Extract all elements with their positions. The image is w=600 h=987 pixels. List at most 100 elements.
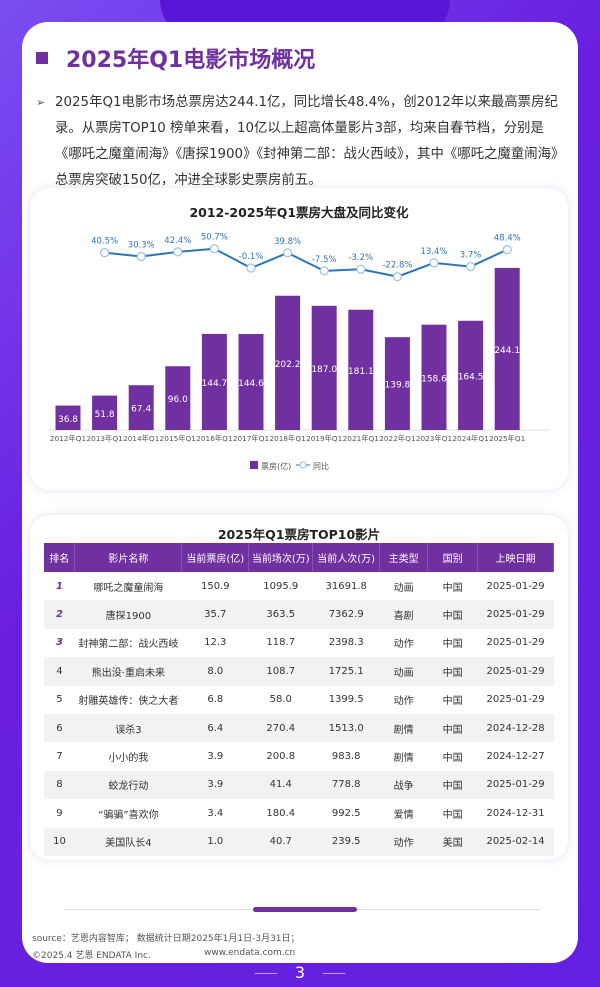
bar xyxy=(348,309,374,430)
table-cell: 中国 xyxy=(442,809,463,821)
yoy-label: 13.4% xyxy=(420,247,447,257)
legend-bar-label: 票房(亿) xyxy=(261,461,291,471)
table-cell: 3.4 xyxy=(207,807,224,819)
bar xyxy=(384,337,410,430)
table-cell: 喜剧 xyxy=(379,600,428,629)
legend-bar-swatch xyxy=(250,461,258,469)
x-tick-label: 2013年Q1 xyxy=(86,434,122,443)
column-header: 当前人次(万) xyxy=(312,543,381,572)
table-cell: 美国 xyxy=(427,827,478,856)
table-cell: 2025-01-29 xyxy=(477,770,554,800)
x-tick-label: 2014年Q1 xyxy=(123,434,159,443)
table-cell: 动画 xyxy=(393,582,414,594)
yoy-point xyxy=(283,248,293,258)
rank-cell: 2 xyxy=(44,600,75,629)
bar xyxy=(421,324,447,430)
page-number-text: 3 xyxy=(294,963,306,982)
rank-cell: 10 xyxy=(44,827,75,856)
yoy-label: 40.5% xyxy=(91,237,118,247)
x-tick-label: 2018年Q1 xyxy=(269,434,305,443)
bar xyxy=(92,395,118,430)
table-row: 3 封神第二部：战火西岐 12.3 118.7 2398.3 动作 中国 2025-01-29 xyxy=(44,629,554,657)
yoy-point xyxy=(209,244,219,254)
table-cell: 中国 xyxy=(427,713,478,743)
bar-value-label: 187.0 xyxy=(311,365,337,375)
table-cell: 美国队长4 xyxy=(74,827,182,856)
table-cell: 2025-01-29 xyxy=(486,637,545,649)
table-cell: 中国 xyxy=(442,582,463,594)
yoy-point xyxy=(356,264,366,274)
table-cell: 封神第二部：战火西岐 xyxy=(78,639,179,651)
table-cell: 战争 xyxy=(379,770,428,800)
bar xyxy=(55,405,81,430)
source-note: source：艺恩内容智库； 数据统计日期2025年1月1日-3月31日； xyxy=(32,934,300,944)
chart-title: 2012-2025年Q1票房大盘及同比变化 xyxy=(189,205,409,220)
bar xyxy=(458,320,484,430)
table-row: 8 蛟龙行动 3.9 41.4 778.8 战争 中国 2025-01-29 xyxy=(44,770,554,800)
x-tick-label: 2016年Q1 xyxy=(196,434,232,443)
arrow-bullet-icon: ➢ xyxy=(36,96,46,109)
bar xyxy=(494,267,520,430)
rank-cell: 9 xyxy=(56,807,63,819)
table-cell: 唐探1900 xyxy=(74,600,182,629)
x-tick-label: 2017年Q1 xyxy=(233,434,269,443)
table-cell: 150.9 xyxy=(200,580,230,592)
bar xyxy=(275,295,301,430)
table-cell: 误杀3 xyxy=(74,713,182,743)
table-cell: 哪吒之魔童闹海 xyxy=(93,582,164,594)
table-cell: 7362.9 xyxy=(312,600,380,629)
table-cell: 中国 xyxy=(427,770,478,800)
table-cell: 1513.0 xyxy=(312,713,380,743)
rank-cell: 3 xyxy=(56,637,63,649)
yoy-label: 39.8% xyxy=(274,237,301,247)
yoy-label: -0.1% xyxy=(239,252,264,262)
table-cell: 239.5 xyxy=(312,827,380,856)
x-tick-label: 2015年Q1 xyxy=(160,434,196,443)
table-row: 2 唐探1900 35.7 363.5 7362.9 喜剧 中国 2025-01-29 xyxy=(44,600,554,629)
table-row: 7 小小的我 3.9 200.8 983.8 剧情 中国 2024-12-27 xyxy=(44,742,554,770)
legend-line-label: 同比 xyxy=(313,461,329,471)
table-cell: 中国 xyxy=(442,696,463,708)
bar xyxy=(201,333,227,430)
yoy-label: 3.7% xyxy=(460,251,482,261)
yoy-point xyxy=(429,258,439,268)
table-cell: 动作 xyxy=(379,827,428,856)
page-number: 3 xyxy=(0,963,600,982)
yoy-label: 48.4% xyxy=(494,234,521,244)
bar xyxy=(128,385,154,430)
website-link[interactable]: www.endata.com.cn xyxy=(204,948,296,958)
copyright: ©2025.4 艺恩 ENDATA Inc. xyxy=(32,951,151,961)
table-cell: 2025-02-14 xyxy=(477,827,554,856)
table-row: 6 误杀3 6.4 270.4 1513.0 剧情 中国 2024-12-28 xyxy=(44,713,554,743)
legend-line-marker xyxy=(299,461,307,469)
column-header: 影片名称 xyxy=(74,543,183,572)
bar xyxy=(238,333,264,430)
section-heading: 2025年Q1电影市场概况 xyxy=(36,42,315,74)
table-cell: 58.0 xyxy=(269,694,292,706)
yoy-point xyxy=(246,263,256,273)
table-cell: 2025-01-29 xyxy=(486,580,545,592)
intro-text: 2025年Q1电影市场总票房达244.1亿，同比增长48.4%，创2012年以来… xyxy=(55,95,565,188)
rank-cell: 6 xyxy=(44,713,75,743)
table-cell: 小小的我 xyxy=(108,753,149,765)
bar-value-label: 139.8 xyxy=(385,381,411,391)
table-cell: 剧情 xyxy=(379,713,428,743)
table-cell: 41.4 xyxy=(248,770,313,800)
top10-table: 排名 影片名称 当前票房(亿) 当前场次(万) 当前人次(万) 主类型 国别 上映日期 1 哪吒… xyxy=(44,543,554,856)
table-cell: 778.8 xyxy=(312,770,380,800)
table-cell: “骗骗”喜欢你 xyxy=(98,809,159,821)
bar-value-label: 181.1 xyxy=(348,367,374,377)
yoy-line xyxy=(104,247,508,278)
table-cell: 363.5 xyxy=(248,600,313,629)
yoy-label: -7.5% xyxy=(312,255,337,265)
table-cell: 中国 xyxy=(427,600,478,629)
table-cell: 动作 xyxy=(393,696,414,708)
bar-value-label: 158.6 xyxy=(421,374,447,384)
table-cell: 射雕英雄传：侠之大者 xyxy=(78,696,179,708)
rank-cell: 4 xyxy=(44,657,75,686)
yoy-label: -22.8% xyxy=(382,261,412,271)
column-header: 排名 xyxy=(44,543,76,572)
table-cell: 动画 xyxy=(379,657,428,686)
table-cell: 动作 xyxy=(393,639,414,651)
table-cell: 2398.3 xyxy=(328,637,364,649)
